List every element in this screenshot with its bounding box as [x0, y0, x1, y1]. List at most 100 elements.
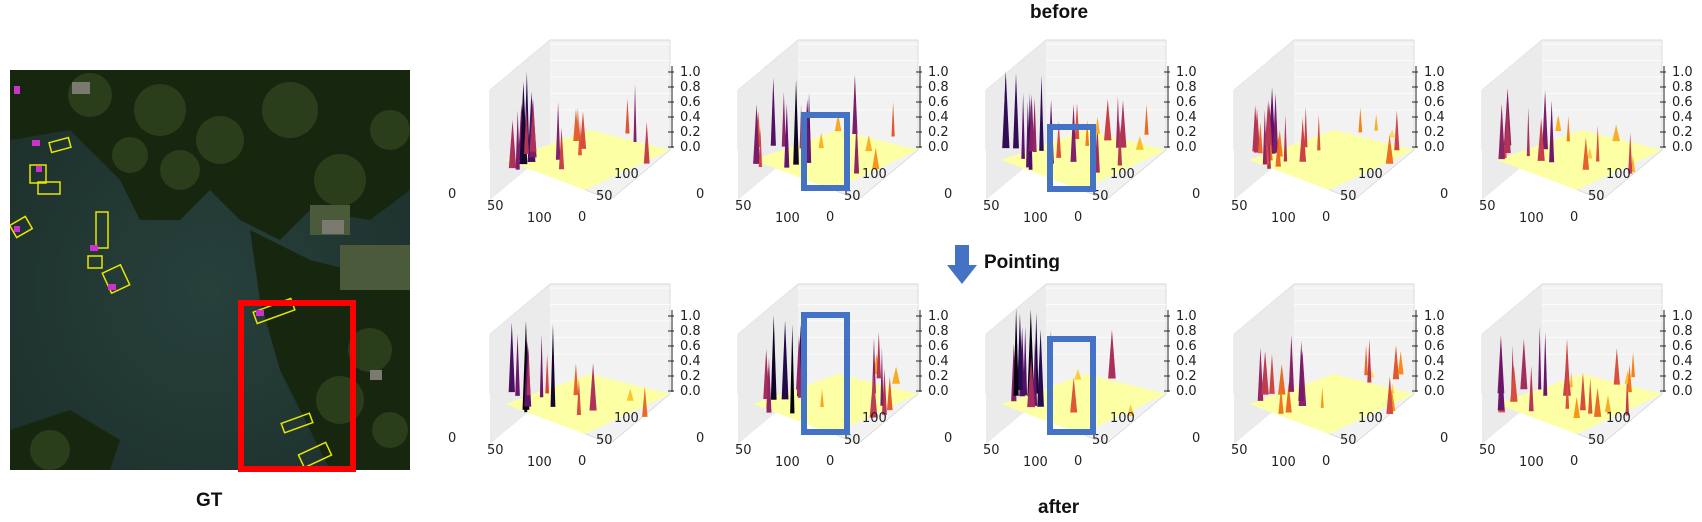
x-tick-label: 0	[448, 431, 456, 446]
attention-spike	[576, 378, 582, 415]
attention-spike	[1269, 353, 1275, 394]
z-tick-label: 0.6	[1672, 339, 1693, 354]
y-tick-label: 100	[1110, 411, 1135, 426]
x-tick-label: 0	[944, 431, 952, 446]
attention-spike	[1108, 329, 1116, 379]
attention-spike	[1104, 98, 1112, 141]
x-tick-label: 50	[735, 199, 752, 214]
attention-spike	[1037, 329, 1044, 407]
z-tick-label: 0.0	[928, 140, 949, 155]
attention-spike	[766, 358, 772, 413]
gt-label: GT	[196, 490, 223, 511]
attention-spike	[781, 92, 786, 147]
y-tick-label: 100	[614, 167, 639, 182]
attention-spike	[1261, 350, 1269, 395]
z-tick-label: 0.8	[1176, 80, 1197, 95]
z-tick-label: 0.8	[1672, 324, 1693, 339]
z-tick-label: 0.8	[928, 324, 949, 339]
attention-spike	[1374, 113, 1378, 131]
attention-spike	[539, 334, 544, 398]
pane-left	[738, 284, 798, 444]
z-tick-label: 1.0	[680, 309, 701, 324]
x-tick-label: 100	[527, 211, 552, 226]
attention-spike	[1358, 107, 1363, 133]
z-tick-label: 0.4	[1424, 110, 1445, 125]
x-tick-label: 100	[775, 211, 800, 226]
attention-spike	[555, 102, 561, 160]
z-tick-label: 0.2	[928, 125, 949, 140]
gt-aerial-image	[8, 70, 410, 470]
x-tick-label: 50	[735, 443, 752, 458]
x-tick-label: 0	[448, 187, 456, 202]
x-tick-label: 100	[527, 455, 552, 470]
z-tick-label: 0.0	[1176, 140, 1197, 155]
y-tick-label: 100	[614, 411, 639, 426]
attention-spike	[633, 84, 637, 143]
z-tick-label: 0.4	[928, 354, 949, 369]
attention-spike	[508, 322, 515, 393]
attention-spike	[876, 331, 881, 379]
x-tick-label: 50	[487, 199, 504, 214]
z-tick-label: 1.0	[1176, 309, 1197, 324]
attention-spike	[545, 354, 550, 394]
attention-spike	[1498, 103, 1505, 160]
y-tick-label: 50	[844, 433, 861, 448]
z-tick-label: 0.0	[928, 384, 949, 399]
attention-spike	[1304, 106, 1308, 148]
x-tick-label: 100	[1023, 211, 1048, 226]
z-tick-label: 0.0	[1672, 384, 1693, 399]
attention-spike	[1252, 104, 1259, 152]
attention-spike	[869, 373, 878, 418]
attention-spike	[1593, 387, 1602, 417]
y-tick-label: 0	[578, 454, 586, 469]
z-tick-label: 0.8	[1424, 324, 1445, 339]
attention-spike	[1563, 354, 1571, 396]
attention-spike	[1115, 96, 1120, 148]
attention-spike	[1526, 107, 1530, 157]
attention-spike	[854, 119, 860, 174]
attention-spike	[1392, 345, 1400, 380]
y-tick-label: 100	[1606, 167, 1631, 182]
attention-spike	[872, 147, 880, 170]
attention-spike	[1573, 396, 1581, 419]
z-tick-label: 0.6	[928, 339, 949, 354]
z-tick-label: 0.4	[680, 354, 701, 369]
z-tick-label: 0.6	[1176, 339, 1197, 354]
z-tick-label: 0.4	[1176, 354, 1197, 369]
attention-spike	[1023, 326, 1028, 396]
z-tick-label: 0.0	[1176, 384, 1197, 399]
attention-spike	[1566, 116, 1571, 142]
y-tick-label: 50	[1340, 433, 1357, 448]
attention-spike	[1386, 376, 1394, 415]
y-tick-label: 0	[1322, 210, 1330, 225]
x-tick-label: 100	[1271, 211, 1296, 226]
x-tick-label: 50	[1231, 199, 1248, 214]
floor-plane	[753, 374, 918, 434]
attention-spike	[1070, 103, 1077, 162]
attention-spike	[1555, 115, 1562, 132]
floor-plane	[1497, 130, 1662, 190]
highlight-box	[1047, 336, 1096, 435]
attention-spike	[891, 101, 895, 137]
y-tick-label: 0	[1570, 454, 1578, 469]
attention-spike	[1117, 120, 1123, 166]
attention-spike	[523, 107, 529, 154]
attention-spike	[1504, 106, 1511, 154]
attention-spike	[1144, 104, 1149, 135]
attention-spike	[1627, 364, 1632, 393]
floor-plane	[505, 374, 670, 434]
y-tick-label: 50	[844, 189, 861, 204]
attention-spike	[1397, 351, 1404, 375]
floor-plane	[1497, 374, 1662, 434]
attention-spike	[770, 77, 776, 146]
x-tick-label: 0	[696, 431, 704, 446]
y-tick-label: 100	[862, 167, 887, 182]
attention-spike	[758, 127, 763, 168]
z-tick-label: 0.6	[1424, 339, 1445, 354]
y-tick-label: 50	[596, 433, 613, 448]
attention-spike	[643, 121, 650, 164]
before-label: before	[1030, 2, 1089, 23]
